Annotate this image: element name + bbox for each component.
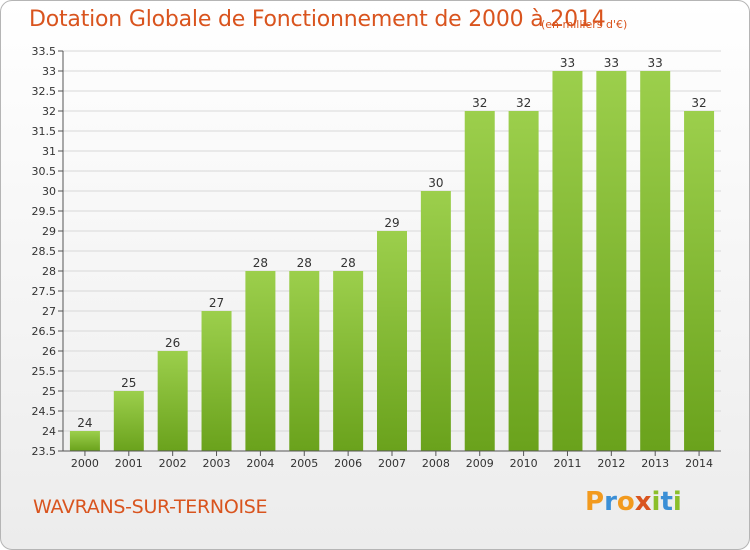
y-tick-label: 26.5 xyxy=(32,325,57,338)
chart-subtitle: (en milliers d'€) xyxy=(541,18,628,31)
y-tick-label: 24 xyxy=(42,425,56,438)
data-label: 25 xyxy=(121,376,136,390)
y-tick-label: 33 xyxy=(42,65,56,78)
x-tick-label: 2011 xyxy=(553,457,581,470)
x-tick-label: 2001 xyxy=(115,457,143,470)
commune-name: WAVRANS-SUR-TERNOISE xyxy=(33,496,268,518)
y-tick-label: 29 xyxy=(42,225,56,238)
y-tick-label: 28 xyxy=(42,265,56,278)
bar xyxy=(333,271,364,451)
bar xyxy=(420,191,451,451)
x-tick-label: 2000 xyxy=(71,457,99,470)
y-tick-label: 30 xyxy=(42,185,56,198)
data-label: 32 xyxy=(691,96,706,110)
data-label: 32 xyxy=(472,96,487,110)
y-tick-label: 27 xyxy=(42,305,56,318)
y-tick-label: 31.5 xyxy=(32,125,57,138)
y-tick-label: 29.5 xyxy=(32,205,57,218)
bar xyxy=(508,111,539,451)
bar xyxy=(640,71,671,451)
data-label: 26 xyxy=(165,336,180,350)
logo-letter: t xyxy=(660,487,673,517)
y-tick-label: 25 xyxy=(42,385,56,398)
x-tick-label: 2002 xyxy=(159,457,187,470)
y-tick-label: 26 xyxy=(42,345,56,358)
x-tick-label: 2003 xyxy=(203,457,231,470)
data-label: 32 xyxy=(516,96,531,110)
data-label: 29 xyxy=(384,216,399,230)
bar xyxy=(464,111,495,451)
data-label: 33 xyxy=(604,56,619,70)
x-tick-label: 2006 xyxy=(334,457,362,470)
x-tick-label: 2009 xyxy=(466,457,494,470)
bar xyxy=(684,111,715,451)
bar xyxy=(377,231,407,451)
y-tick-label: 23.5 xyxy=(32,445,57,458)
y-tick-label: 27.5 xyxy=(32,285,57,298)
bar xyxy=(113,391,144,451)
data-label: 30 xyxy=(428,176,443,190)
logo-letter: o xyxy=(616,487,635,517)
logo-letter: x xyxy=(634,487,652,517)
bar xyxy=(596,71,627,451)
x-tick-label: 2012 xyxy=(597,457,625,470)
chart-title: Dotation Globale de Fonctionnement de 20… xyxy=(29,7,606,32)
bar xyxy=(201,311,232,451)
y-tick-label: 24.5 xyxy=(32,405,57,418)
axes: 23.5 24 24.5 25 25.5 26 26.5 27 27.5 28 28.5 29 29.5… xyxy=(32,45,721,470)
data-label: 33 xyxy=(560,56,575,70)
x-tick-label: 2005 xyxy=(290,457,318,470)
bar xyxy=(69,431,100,451)
bar xyxy=(245,271,276,451)
logo-letter: P xyxy=(585,487,605,517)
data-label: 27 xyxy=(209,296,224,310)
x-tick-label: 2014 xyxy=(685,457,713,470)
y-tick-label: 31 xyxy=(42,145,56,158)
y-tick-label: 32 xyxy=(42,105,56,118)
data-label: 28 xyxy=(253,256,268,270)
y-tick-label: 25.5 xyxy=(32,365,57,378)
y-tick-label: 30.5 xyxy=(32,165,57,178)
x-tick-label: 2007 xyxy=(378,457,406,470)
x-tick-label: 2010 xyxy=(510,457,538,470)
x-tick-label: 2004 xyxy=(246,457,274,470)
logo-letter: r xyxy=(604,487,617,517)
bar xyxy=(289,271,320,451)
data-label: 28 xyxy=(297,256,312,270)
x-tick-label: 2008 xyxy=(422,457,450,470)
bar xyxy=(157,351,188,451)
bars: 24 25 26 27 28 28 28 29 30 32 32 33 33 33 32 xyxy=(69,56,715,451)
data-label: 28 xyxy=(340,256,355,270)
y-tick-label: 28.5 xyxy=(32,245,57,258)
data-label: 24 xyxy=(77,416,92,430)
logo-letter: i xyxy=(651,487,661,517)
x-tick-label: 2013 xyxy=(641,457,669,470)
data-label: 33 xyxy=(648,56,663,70)
bar xyxy=(552,71,583,451)
logo-letter: i xyxy=(672,487,682,517)
y-tick-label: 32.5 xyxy=(32,85,57,98)
y-tick-label: 33.5 xyxy=(32,45,57,58)
proxiti-logo[interactable]: Proxiti xyxy=(585,487,682,517)
